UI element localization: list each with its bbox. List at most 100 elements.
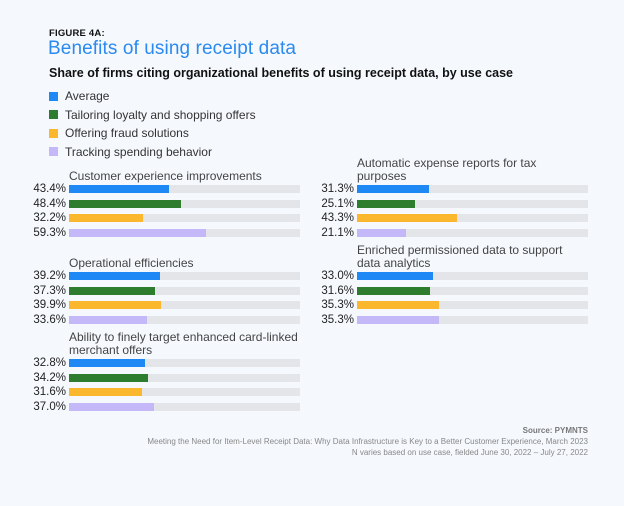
bar-tracking-spending-behavior bbox=[69, 228, 206, 237]
bar-tailoring-loyalty-and-shopping-offers bbox=[69, 199, 181, 208]
data-label: 35.3% bbox=[321, 313, 354, 326]
legend-label: Offering fraud solutions bbox=[65, 126, 189, 141]
bar-track bbox=[69, 359, 300, 367]
bar-track bbox=[69, 185, 300, 193]
data-label: 31.6% bbox=[321, 284, 354, 297]
data-label: 35.3% bbox=[321, 299, 354, 311]
data-label: 33.6% bbox=[33, 313, 66, 326]
bar-row: 32.8% bbox=[0, 357, 300, 369]
data-label: 31.6% bbox=[33, 386, 66, 398]
bar-tracking-spending-behavior bbox=[357, 228, 406, 237]
panel-title: Operational efficiencies bbox=[69, 256, 194, 270]
bar-row: 33.0% bbox=[288, 270, 588, 282]
bar-track bbox=[69, 388, 300, 396]
data-label: 48.4% bbox=[33, 197, 66, 210]
bar-tracking-spending-behavior bbox=[69, 315, 147, 324]
bar-track bbox=[357, 228, 588, 237]
bar-average bbox=[69, 359, 145, 367]
bar-row: 31.3% bbox=[288, 183, 588, 195]
legend: Average Tailoring loyalty and shopping o… bbox=[49, 87, 256, 161]
bar-track bbox=[69, 214, 300, 222]
bar-track bbox=[69, 199, 300, 208]
bar-track bbox=[357, 199, 588, 208]
data-label: 59.3% bbox=[33, 226, 66, 239]
bar-track bbox=[69, 373, 300, 382]
chart-title: Benefits of using receipt data bbox=[48, 38, 297, 59]
bar-row: 31.6% bbox=[0, 386, 300, 398]
data-label: 33.0% bbox=[321, 270, 354, 282]
legend-swatch-fraud-solutions bbox=[49, 128, 58, 138]
bar-track bbox=[357, 272, 588, 280]
bar-track bbox=[69, 286, 300, 295]
legend-item-fraud-solutions: Offering fraud solutions bbox=[49, 124, 256, 143]
bar-track bbox=[69, 228, 300, 237]
bar-offering-fraud-solutions bbox=[69, 214, 144, 222]
bar-tailoring-loyalty-and-shopping-offers bbox=[357, 286, 430, 295]
bar-row: 32.2% bbox=[0, 212, 300, 224]
bar-row: 37.0% bbox=[0, 401, 300, 413]
data-label: 32.2% bbox=[33, 212, 66, 224]
data-label: 31.3% bbox=[321, 183, 354, 195]
legend-swatch-average bbox=[49, 91, 58, 101]
bar-row: 48.4% bbox=[0, 198, 300, 210]
bar-row: 37.3% bbox=[0, 285, 300, 297]
data-label: 39.2% bbox=[33, 270, 66, 282]
bar-track bbox=[357, 301, 588, 309]
legend-label: Average bbox=[65, 89, 110, 104]
bar-track bbox=[69, 301, 300, 309]
bar-track bbox=[357, 214, 588, 222]
panel-title: Enriched permissioned data to support da… bbox=[357, 243, 563, 270]
legend-item-tailoring-loyalty: Tailoring loyalty and shopping offers bbox=[49, 106, 256, 125]
bar-offering-fraud-solutions bbox=[69, 388, 142, 396]
data-label: 39.9% bbox=[33, 299, 66, 311]
legend-swatch-tracking-spending bbox=[49, 147, 58, 157]
bar-row: 39.9% bbox=[0, 299, 300, 311]
bar-average bbox=[357, 185, 430, 193]
bar-track bbox=[357, 315, 588, 324]
bar-row: 35.3% bbox=[288, 314, 588, 326]
bar-tailoring-loyalty-and-shopping-offers bbox=[69, 373, 148, 382]
bar-row: 34.2% bbox=[0, 372, 300, 384]
bar-row: 59.3% bbox=[0, 227, 300, 239]
bar-row: 43.3% bbox=[288, 212, 588, 224]
bar-row: 31.6% bbox=[288, 285, 588, 297]
figure-label: FIGURE 4A: bbox=[49, 28, 105, 39]
bar-row: 33.6% bbox=[0, 314, 300, 326]
legend-item-tracking-spending: Tracking spending behavior bbox=[49, 143, 256, 162]
data-label: 25.1% bbox=[321, 197, 354, 210]
chart-subtitle: Share of firms citing organizational ben… bbox=[49, 66, 513, 80]
bar-offering-fraud-solutions bbox=[357, 214, 458, 222]
bar-track bbox=[69, 315, 300, 324]
bar-row: 35.3% bbox=[288, 299, 588, 311]
bar-row: 43.4% bbox=[0, 183, 300, 195]
panel-title: Customer experience improvements bbox=[69, 169, 262, 183]
sample-note: N varies based on use case, fielded June… bbox=[351, 448, 588, 457]
data-label: 32.8% bbox=[33, 357, 66, 369]
data-label: 37.0% bbox=[33, 400, 66, 413]
data-label: 34.2% bbox=[33, 371, 66, 384]
bar-tailoring-loyalty-and-shopping-offers bbox=[69, 286, 156, 295]
bar-offering-fraud-solutions bbox=[357, 301, 439, 309]
bar-average bbox=[69, 185, 170, 193]
bar-row: 25.1% bbox=[288, 198, 588, 210]
bar-offering-fraud-solutions bbox=[69, 301, 162, 309]
bar-row: 21.1% bbox=[288, 227, 588, 239]
panel-title: Automatic expense reports for tax purpos… bbox=[357, 156, 537, 183]
legend-label: Tailoring loyalty and shopping offers bbox=[65, 107, 256, 122]
bar-track bbox=[357, 286, 588, 295]
source-label: Source: PYMNTS bbox=[522, 426, 588, 435]
bar-tailoring-loyalty-and-shopping-offers bbox=[357, 199, 415, 208]
bar-tracking-spending-behavior bbox=[357, 315, 439, 324]
bar-track bbox=[69, 272, 300, 280]
bar-row: 39.2% bbox=[0, 270, 300, 282]
bar-average bbox=[69, 272, 160, 280]
bar-track bbox=[69, 402, 300, 411]
legend-swatch-tailoring-loyalty bbox=[49, 110, 58, 120]
legend-item-average: Average bbox=[49, 87, 256, 106]
legend-label: Tracking spending behavior bbox=[65, 144, 212, 159]
data-label: 21.1% bbox=[321, 226, 354, 239]
bar-track bbox=[357, 185, 588, 193]
panel-title: Ability to finely target enhanced card-l… bbox=[69, 330, 298, 357]
bar-average bbox=[357, 272, 434, 280]
data-label: 37.3% bbox=[33, 284, 66, 297]
